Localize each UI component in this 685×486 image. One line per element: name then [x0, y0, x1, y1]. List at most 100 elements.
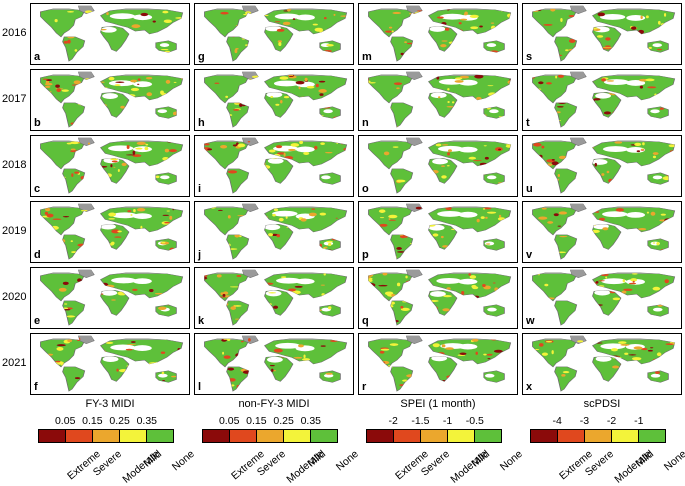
landmass-africa: [428, 26, 458, 52]
map-panel: v: [522, 201, 682, 263]
landmass-southAmerica: [554, 366, 578, 392]
panel-letter: b: [34, 117, 41, 129]
landmass-northAmerica: [532, 272, 578, 302]
world-map: [532, 335, 676, 392]
panel-letter: o: [362, 183, 369, 195]
year-label: 2020: [2, 291, 27, 303]
world-map: [204, 203, 348, 260]
landmass-southAmerica: [226, 102, 250, 128]
landmass-africa: [264, 158, 294, 184]
legend-category: None: [662, 448, 685, 474]
landmass-northAmerica: [368, 272, 414, 302]
legend-swatch-none: [147, 430, 173, 442]
map-panel: l: [194, 333, 354, 395]
map-panel: b: [30, 69, 190, 131]
map-panel: w: [522, 267, 682, 329]
world-map: [204, 5, 348, 62]
world-map: [368, 203, 512, 260]
panel-letter: t: [526, 117, 530, 129]
landmass-southAmerica: [554, 300, 578, 326]
landmass-southAmerica: [390, 102, 414, 128]
panel-letter: l: [198, 381, 202, 393]
legend-swatch-extreme: [39, 430, 66, 442]
landmass-southAmerica: [390, 366, 414, 392]
legend-tick: 0.05: [54, 415, 76, 427]
world-map: [368, 5, 512, 62]
landmass-northAmerica: [204, 338, 250, 368]
legend-swatch-extreme: [531, 430, 558, 442]
legend-swatch-none: [475, 430, 501, 442]
landmass-southAmerica: [390, 234, 414, 260]
legend-tick: -1: [442, 415, 453, 427]
world-map: [532, 269, 676, 326]
year-label: 2016: [2, 27, 27, 39]
legend-title: FY-3 MIDI: [85, 398, 135, 410]
legend-2: SPEI (1 month) -2 -1.5 -1 -0.5 Extreme Severe M…: [358, 398, 525, 486]
landmass-africa: [264, 290, 294, 316]
map-panel: h: [194, 69, 354, 131]
panel-letter: a: [34, 51, 41, 63]
panel-letter: u: [526, 183, 533, 195]
year-label: 2017: [2, 93, 27, 105]
landmass-southAmerica: [62, 102, 86, 128]
world-map: [40, 5, 184, 62]
legend-tick: -3: [579, 415, 590, 427]
legend-swatch-extreme: [203, 430, 230, 442]
world-map: [532, 5, 676, 62]
landmass-northAmerica: [204, 74, 250, 104]
legend-swatch-mild: [448, 430, 475, 442]
landmass-northAmerica: [532, 206, 578, 236]
legend-colorbar: [202, 429, 338, 443]
panel-letter: m: [362, 51, 372, 63]
world-map: [204, 71, 348, 128]
legend-swatch-severe: [230, 430, 257, 442]
map-panel: o: [358, 135, 518, 197]
legend-swatch-severe: [394, 430, 421, 442]
landmass-southAmerica: [62, 300, 86, 326]
landmass-southAmerica: [62, 168, 86, 194]
world-map: [204, 269, 348, 326]
legend-swatch-moderate: [257, 430, 284, 442]
map-panel: t: [522, 69, 682, 131]
legend-tick: 0.35: [136, 415, 158, 427]
legend-tick: -2: [388, 415, 398, 427]
panel-letter: c: [34, 183, 41, 195]
legend-tick: 0.15: [246, 415, 267, 427]
landmass-southAmerica: [390, 300, 414, 326]
legend-0: FY-3 MIDI 0.05 0.15 0.25 0.35 Extreme Severe Mo…: [30, 398, 197, 486]
world-map: [40, 335, 184, 392]
map-panel: e: [30, 267, 190, 329]
legend-swatch-severe: [558, 430, 585, 442]
landmass-africa: [264, 26, 294, 52]
map-panel: n: [358, 69, 518, 131]
legend-tick: -0.5: [465, 415, 484, 427]
panel-letter: v: [526, 249, 533, 261]
legend-swatch-severe: [66, 430, 93, 442]
panel-letter: h: [198, 117, 205, 129]
legend-tick: -1.5: [411, 415, 430, 427]
legend-swatch-none: [639, 430, 665, 442]
map-panel: q: [358, 267, 518, 329]
legend-3: scPDSI -4 -3 -2 -1 Extreme Severe Moderate Mild N…: [522, 398, 685, 486]
map-panel: f: [30, 333, 190, 395]
world-map: [368, 335, 512, 392]
year-label: 2021: [2, 357, 27, 369]
landmass-africa: [428, 356, 458, 382]
landmass-northAmerica: [368, 206, 414, 236]
map-panel: a: [30, 3, 190, 65]
landmass-southAmerica: [554, 234, 578, 260]
world-map: [204, 137, 348, 194]
landmass-northAmerica: [368, 74, 414, 104]
panel-letter: k: [198, 315, 205, 327]
landmass-southAmerica: [554, 168, 578, 194]
landmass-southAmerica: [62, 36, 86, 62]
landmass-southAmerica: [62, 234, 86, 260]
map-panel: p: [358, 201, 518, 263]
landmass-africa: [592, 224, 622, 250]
legend-1: non-FY-3 MIDI 0.05 0.15 0.25 0.35 Extreme Seve…: [194, 398, 361, 486]
landmass-northAmerica: [204, 272, 250, 302]
panel-letter: n: [362, 117, 369, 129]
landmass-northAmerica: [204, 206, 250, 236]
landmass-southAmerica: [226, 300, 250, 326]
legend-tick: -2: [606, 415, 617, 427]
